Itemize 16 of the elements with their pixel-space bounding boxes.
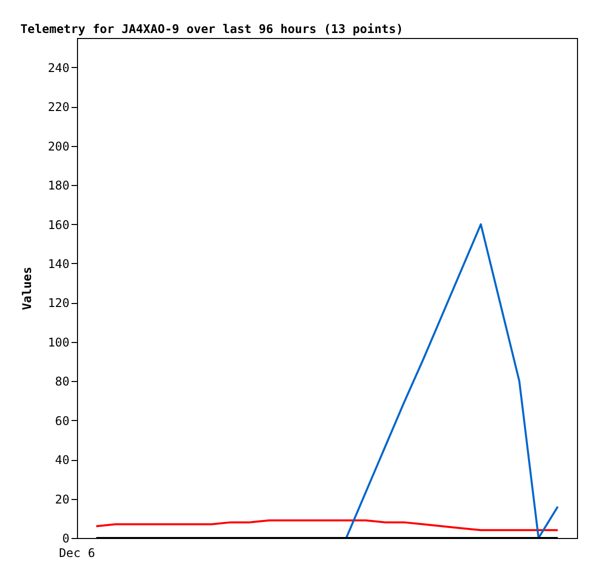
y-tick-label: 80 — [55, 374, 70, 389]
y-axis-title: Values — [20, 266, 34, 310]
y-tick-label: 60 — [55, 414, 70, 428]
y-tick-label: 200 — [48, 139, 70, 154]
y-tick-label: 40 — [55, 453, 70, 468]
y-tick-label: 180 — [48, 178, 70, 193]
chart-title: Telemetry for JA4XAO-9 over last 96 hours (13 points) — [20, 22, 404, 36]
y-tick-label: 0 — [62, 532, 70, 546]
y-tick-label: 220 — [48, 100, 70, 114]
y-tick-label: 120 — [48, 296, 70, 310]
y-tick-label: 240 — [48, 60, 70, 75]
y-tick-label: 20 — [55, 492, 70, 506]
y-tick-label: 160 — [48, 218, 70, 232]
y-tick-label: 100 — [48, 335, 70, 350]
y-tick-label: 140 — [48, 256, 70, 271]
text: Dec 6 — [58, 546, 96, 560]
